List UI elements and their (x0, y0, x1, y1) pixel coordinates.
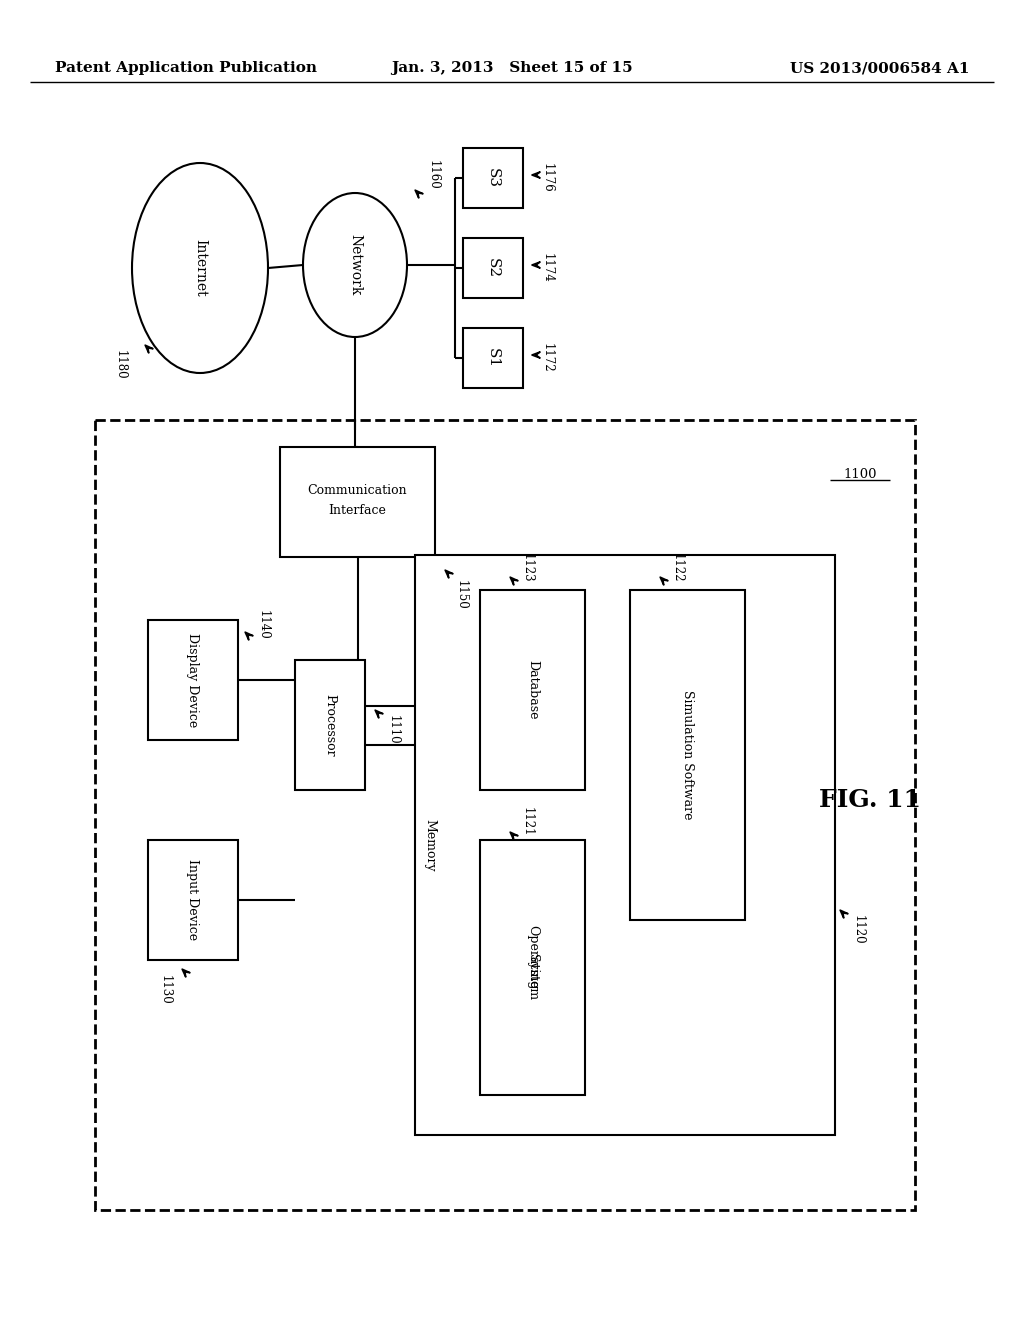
Bar (463, 238, 523, 298)
Text: Jan. 3, 2013   Sheet 15 of 15: Jan. 3, 2013 Sheet 15 of 15 (391, 61, 633, 75)
Bar (295, 660, 365, 789)
Text: Patent Application Publication: Patent Application Publication (55, 61, 317, 75)
Text: S2: S2 (486, 257, 500, 279)
Text: 1120: 1120 (852, 915, 864, 945)
Text: 1130: 1130 (159, 975, 171, 1005)
Bar (415, 554, 835, 1135)
Bar (463, 327, 523, 388)
Text: 1172: 1172 (541, 343, 554, 372)
Text: US 2013/0006584 A1: US 2013/0006584 A1 (791, 61, 970, 75)
Text: Input Device: Input Device (186, 859, 200, 941)
Bar (148, 840, 238, 960)
Text: Interface: Interface (329, 503, 386, 516)
Text: Simulation Software: Simulation Software (681, 690, 694, 820)
Text: 1174: 1174 (541, 253, 554, 282)
Text: 1180: 1180 (114, 350, 127, 380)
Text: 1160: 1160 (427, 160, 439, 190)
Bar (463, 148, 523, 209)
Text: Processor: Processor (324, 694, 337, 756)
Ellipse shape (303, 193, 407, 337)
Text: 1110: 1110 (386, 715, 399, 744)
Text: 1100: 1100 (843, 469, 877, 482)
Bar (95, 420, 915, 1210)
Text: System: System (526, 954, 539, 1001)
Text: Operating: Operating (526, 925, 539, 990)
Text: Memory: Memory (424, 818, 436, 871)
Text: S3: S3 (486, 168, 500, 187)
Text: 1176: 1176 (541, 164, 554, 193)
Bar (630, 590, 745, 920)
Text: S1: S1 (486, 348, 500, 368)
Text: Network: Network (348, 235, 362, 296)
Bar (280, 447, 435, 557)
Bar (480, 840, 585, 1096)
Text: Display Device: Display Device (186, 632, 200, 727)
Text: Database: Database (526, 660, 539, 719)
Bar (148, 620, 238, 741)
Ellipse shape (132, 162, 268, 374)
Text: 1150: 1150 (455, 579, 468, 610)
Bar (480, 590, 585, 789)
Text: Communication: Communication (307, 483, 408, 496)
Text: FIG. 11: FIG. 11 (819, 788, 921, 812)
Text: 1140: 1140 (256, 610, 269, 640)
Text: 1122: 1122 (671, 553, 683, 582)
Text: Internet: Internet (193, 239, 207, 297)
Text: 1121: 1121 (520, 808, 534, 837)
Text: 1123: 1123 (520, 553, 534, 583)
